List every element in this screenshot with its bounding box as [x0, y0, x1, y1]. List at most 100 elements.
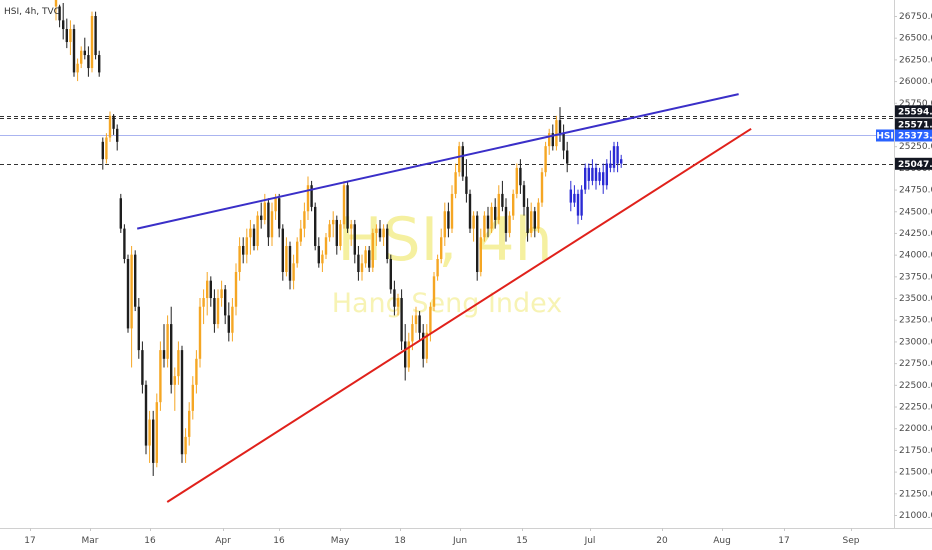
candle-body	[242, 245, 245, 255]
candle-body	[209, 280, 212, 299]
candle	[238, 237, 241, 281]
candle-body	[612, 146, 616, 168]
candle	[504, 198, 508, 242]
candle-body	[62, 20, 65, 30]
candle-body	[328, 224, 331, 238]
price-tags: 25594.1 25571.3 HSI 25373.1 25047.0	[876, 105, 932, 170]
candle	[152, 410, 155, 476]
candle	[166, 315, 169, 368]
candle	[465, 159, 468, 203]
candle-body	[245, 237, 248, 255]
time-axis[interactable]: 17 Mar 16 Apr 16 May 18 Jun 15 Jul 20 Aug 17 Sep	[24, 528, 860, 546]
trendlines	[136, 93, 752, 503]
candle	[288, 241, 292, 290]
candle-body	[249, 228, 252, 238]
candle-body	[101, 141, 104, 160]
upper-trendline[interactable]	[136, 93, 739, 230]
candle	[314, 202, 317, 251]
candle-body	[105, 137, 108, 160]
x-tick-label: 20	[656, 536, 668, 546]
candle	[242, 237, 245, 264]
candle	[339, 219, 342, 251]
candle	[332, 211, 335, 238]
candle-body	[461, 146, 464, 177]
candle	[177, 341, 180, 385]
candle-body	[166, 324, 169, 359]
x-tick-label: Jul	[584, 536, 596, 546]
candle-body	[432, 276, 436, 307]
y-tick-label: 21500.0	[899, 468, 932, 478]
candle-body	[576, 193, 580, 216]
candle-body	[285, 245, 288, 273]
candle	[396, 293, 400, 316]
candle-body	[389, 258, 392, 290]
price-tag-bg	[895, 129, 932, 142]
candle	[58, 4, 61, 28]
candle	[260, 202, 263, 229]
candle-body	[292, 263, 295, 281]
candle-body	[80, 50, 83, 64]
lower-trendline[interactable]	[166, 127, 752, 503]
candle-body	[126, 258, 130, 329]
candle-body	[116, 128, 119, 142]
candle-body	[382, 228, 385, 238]
y-tick-label: 26500.0	[899, 34, 932, 44]
candle-body	[454, 172, 457, 194]
candle	[180, 345, 184, 463]
y-tick-label: 23750.0	[899, 272, 932, 282]
candle-body	[87, 55, 90, 69]
candle-body	[519, 167, 522, 186]
candle	[558, 107, 562, 142]
candle	[267, 198, 270, 246]
candle	[443, 202, 446, 246]
y-tick-label: 26250.0	[899, 55, 932, 65]
candle-body	[130, 254, 133, 329]
candle-body	[386, 228, 389, 259]
candle	[130, 245, 133, 368]
candle	[296, 237, 299, 268]
candle	[335, 215, 338, 255]
candle	[357, 245, 360, 281]
candle	[447, 202, 450, 238]
price-tag: 25047.0	[895, 157, 932, 170]
candle-body	[76, 63, 79, 73]
candle-body	[324, 237, 328, 255]
candle	[105, 133, 108, 164]
candle	[134, 250, 137, 312]
candle	[515, 163, 518, 199]
candle-body	[508, 215, 511, 233]
candle-body	[486, 215, 490, 229]
candle	[303, 202, 306, 238]
candle-body	[526, 206, 529, 233]
candle-body	[450, 193, 454, 229]
candle	[324, 232, 328, 259]
candle-body	[281, 228, 284, 273]
candle	[555, 115, 558, 151]
candle	[256, 211, 259, 251]
candle-body	[515, 167, 518, 194]
candle	[353, 219, 356, 264]
candle	[422, 324, 425, 368]
candle-body	[54, 0, 58, 7]
candle	[72, 24, 76, 77]
candle-body	[537, 202, 540, 229]
candle-body	[162, 350, 166, 359]
candle-body	[306, 185, 310, 212]
price-axis[interactable]: 26750.026500.026250.026000.025750.025500…	[894, 12, 932, 521]
candle-body	[616, 146, 619, 164]
candle-body	[188, 410, 191, 437]
candle-body	[472, 215, 475, 229]
candle	[573, 185, 576, 207]
price-tag: 25571.3	[895, 118, 932, 131]
candle-body	[216, 298, 220, 325]
candle-body	[123, 228, 126, 259]
candle-body	[569, 189, 572, 203]
y-tick-label: 24000.0	[899, 251, 932, 261]
candle	[231, 298, 234, 342]
candle	[533, 206, 536, 238]
candle	[137, 298, 140, 359]
candle-body	[558, 120, 562, 134]
candle	[432, 272, 436, 312]
